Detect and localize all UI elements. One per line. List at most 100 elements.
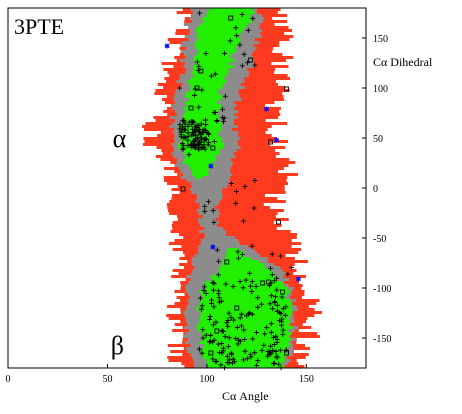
core-band-34: [185, 110, 219, 113]
plus-marker-215: [200, 335, 206, 341]
plus-marker-176: [261, 342, 267, 348]
plus-marker-103: [211, 110, 217, 116]
plus-marker-158: [268, 293, 274, 299]
middle-band-59: [191, 185, 228, 188]
core-band-93: [205, 287, 288, 290]
plus-marker-48: [198, 139, 204, 145]
plus-marker-171: [207, 338, 213, 344]
plus-marker-69: [202, 136, 208, 142]
x-tick-label-0: 0: [6, 374, 11, 385]
star-marker-5: [208, 163, 214, 169]
core-band-115: [202, 353, 288, 356]
x-tick-label-1: 50: [102, 374, 112, 385]
plus-marker-218: [280, 327, 286, 333]
plus-marker-233: [268, 280, 274, 286]
plus-marker-289: [239, 251, 245, 257]
plus-marker-264: [237, 279, 243, 285]
core-band-98: [199, 302, 293, 305]
plus-marker-291: [214, 247, 220, 253]
outer-band-70: [177, 218, 289, 221]
core-band-30: [189, 98, 221, 101]
plus-marker-244: [235, 341, 241, 347]
chart-title: 3PTE: [14, 14, 64, 39]
plus-marker-192: [226, 359, 232, 365]
plus-marker-267: [255, 304, 261, 310]
plus-marker-246: [268, 343, 274, 349]
core-band-10: [198, 38, 241, 41]
core-band-27: [190, 89, 218, 92]
y-axis-title: Cα Dihedral: [373, 55, 433, 69]
plus-marker-108: [211, 138, 217, 144]
core-band-119: [208, 365, 284, 368]
plus-marker-118: [208, 73, 214, 79]
plus-marker-44: [194, 142, 200, 148]
plus-marker-293: [285, 271, 291, 277]
plus-marker-292: [267, 265, 273, 271]
core-band-103: [199, 317, 289, 320]
square-marker-9: [268, 139, 273, 145]
plus-marker-130: [221, 50, 227, 56]
plus-marker-97: [214, 118, 220, 124]
star-marker-0: [164, 43, 170, 49]
plus-marker-189: [280, 331, 286, 337]
plus-marker-86: [180, 118, 186, 124]
y-tick-label-2: -50: [373, 234, 386, 245]
plus-marker-265: [268, 321, 274, 327]
plus-marker-311: [242, 184, 248, 190]
plus-marker-243: [226, 310, 232, 316]
plus-marker-205: [244, 356, 250, 362]
core-band-7: [195, 29, 243, 32]
plus-marker-172: [224, 320, 230, 326]
plus-marker-222: [280, 306, 286, 312]
plus-marker-305: [240, 218, 246, 224]
core-band-80: [227, 248, 239, 251]
middle-band-79: [198, 245, 249, 248]
plus-marker-251: [277, 347, 283, 353]
y-axis-ticks: -150 -100 -50 0 50 100 150: [362, 34, 391, 345]
plus-marker-81: [203, 122, 209, 128]
plus-marker-92: [201, 142, 207, 148]
plus-marker-212: [239, 311, 245, 317]
plus-marker-74: [197, 142, 203, 148]
outer-band-59: [177, 185, 285, 188]
plus-marker-290: [235, 255, 241, 261]
plus-marker-217: [199, 303, 205, 309]
outer-band-55: [177, 173, 298, 176]
core-band-51: [183, 161, 213, 164]
core-band-91: [205, 281, 283, 284]
plus-marker-226: [273, 294, 279, 300]
plus-marker-239: [274, 302, 280, 308]
middle-band-72: [200, 224, 217, 227]
plus-marker-300: [202, 204, 208, 210]
plus-marker-221: [259, 348, 265, 354]
plus-marker-149: [201, 288, 207, 294]
core-band-88: [217, 272, 275, 275]
plus-marker-288: [235, 249, 241, 255]
middle-band-75: [204, 233, 226, 236]
plus-marker-206: [221, 345, 227, 351]
plus-marker-237: [247, 310, 253, 316]
plus-marker-114: [192, 143, 198, 149]
core-band-56: [194, 176, 202, 179]
plus-marker-143: [276, 361, 282, 367]
core-band-35: [183, 113, 218, 116]
plus-marker-210: [196, 346, 202, 352]
plus-marker-202: [210, 322, 216, 328]
plus-marker-127: [241, 51, 247, 57]
plus-marker-207: [229, 352, 235, 358]
plus-marker-136: [264, 325, 270, 331]
plus-marker-277: [203, 290, 209, 296]
plus-marker-170: [207, 314, 213, 320]
plus-marker-298: [269, 272, 275, 278]
plus-marker-283: [271, 342, 277, 348]
square-marker-17: [228, 15, 234, 21]
outer-band-68: [169, 212, 278, 215]
plus-marker-287: [216, 258, 222, 264]
plus-marker-135: [252, 62, 258, 68]
plus-marker-177: [259, 301, 265, 307]
outer-band-71: [172, 221, 274, 224]
plus-marker-197: [225, 343, 231, 349]
core-band-13: [196, 47, 236, 50]
y-tick-label-1: -100: [373, 284, 391, 295]
plus-marker-220: [231, 317, 237, 323]
